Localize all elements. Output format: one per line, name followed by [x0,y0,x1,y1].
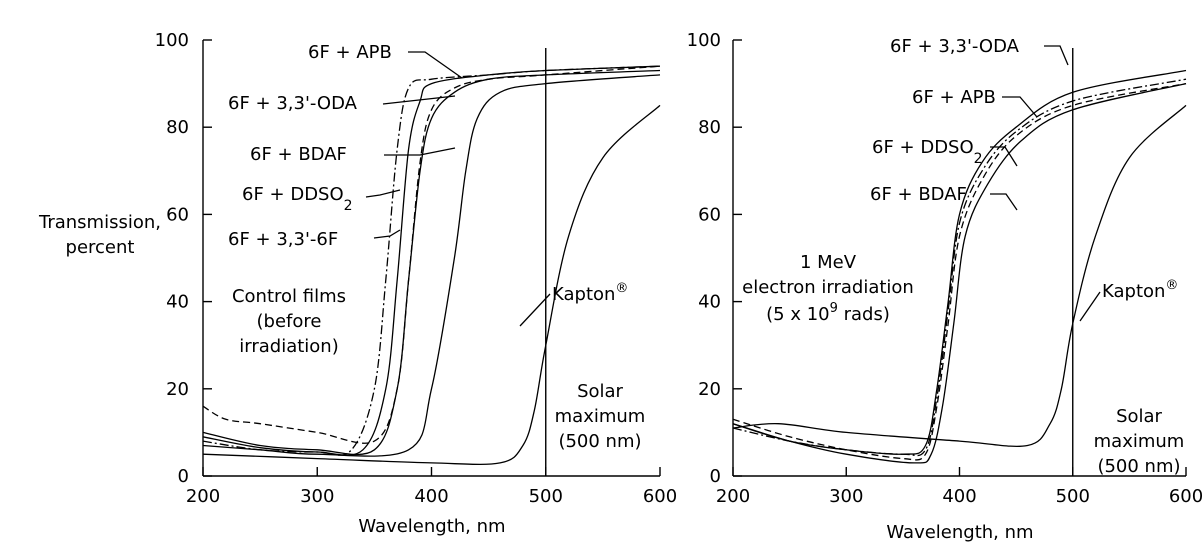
x-axis-label: Wavelength, nm [358,516,505,537]
series-label: 6F + DDSO2 [872,137,983,167]
series-line [732,82,1187,464]
y-tick-label: 40 [166,292,189,313]
y-tick-label: 40 [698,292,721,313]
leader-line [408,51,463,79]
y-tick-label: 80 [166,117,189,138]
y-tick-label: 80 [698,117,721,138]
leader-line [373,229,401,239]
x-tick-label: 300 [829,486,863,507]
control-films-note: irradiation) [239,336,338,357]
y-tick-label: 100 [155,30,189,51]
x-tick-label: 500 [1056,486,1090,507]
x-axis-label: Wavelength, nm [886,522,1033,543]
solar-maximum-note: Solar [1116,406,1162,427]
solar-maximum-note: Solar [577,381,623,402]
irradiation-note: (5 x 109 rads) [766,301,890,325]
series-label: Kapton® [1102,278,1178,302]
chart-control-films: 0 20 40 60 80 100 200 300 400 500 600 Transmissio… [38,30,677,537]
series-label: 6F + 3,3'-ODA [228,93,358,114]
series-label: Kapton® [552,281,628,305]
series-label: 6F + 3,3'-ODA [890,36,1020,57]
x-tick-label: 300 [300,486,334,507]
chart-electron-irradiation: 0 20 40 60 80 100 200 300 400 500 600 Wavelength,… [687,30,1204,543]
irradiation-note: 1 MeV [800,252,857,273]
y-tick-label: 60 [698,204,721,225]
control-films-note: (before [257,311,322,332]
solar-maximum-note: (500 nm) [558,431,641,452]
y-tick-label: 0 [178,466,189,487]
series-label: 6F + BDAF [870,184,967,205]
x-tick-label: 400 [414,486,448,507]
solar-maximum-note: maximum [1094,431,1185,452]
solar-maximum-note: maximum [555,406,646,427]
control-films-note: Control films [232,286,346,307]
y-tick-label: 20 [166,379,189,400]
leader-line [384,147,456,156]
series-line [732,78,1187,457]
x-tick-label: 500 [529,486,563,507]
y-tick-label: 0 [710,466,721,487]
series-label: 6F + 3,3'-6F [228,229,338,250]
x-tick-label: 200 [716,486,750,507]
series-label: 6F + APB [912,87,996,108]
leader-line [1044,45,1069,66]
series-line [202,65,661,444]
y-tick-label: 60 [166,204,189,225]
series-line [732,104,1187,448]
x-tick-label: 400 [942,486,976,507]
y-axis-label: Transmission, [38,212,161,233]
irradiation-note: electron irradiation [742,277,914,298]
x-tick-label: 600 [1169,486,1203,507]
y-tick-label: 100 [687,30,721,51]
leader-line [1079,291,1101,322]
leader-line [382,95,456,105]
x-tick-label: 200 [186,486,220,507]
series-label: 6F + DDSO2 [242,184,353,214]
series-label: 6F + BDAF [250,144,347,165]
leader-line [365,189,401,198]
leader-line [990,146,1018,167]
solar-maximum-note: (500 nm) [1097,456,1180,477]
leader-line [1002,96,1038,118]
x-tick-label: 600 [643,486,677,507]
leader-line [519,293,551,327]
series-line [202,104,661,465]
series-line [202,65,661,456]
y-axis-label-unit: percent [66,237,135,258]
series-label: 6F + APB [308,42,392,63]
series-line [202,74,661,457]
leader-line [990,193,1018,211]
y-tick-label: 20 [698,379,721,400]
